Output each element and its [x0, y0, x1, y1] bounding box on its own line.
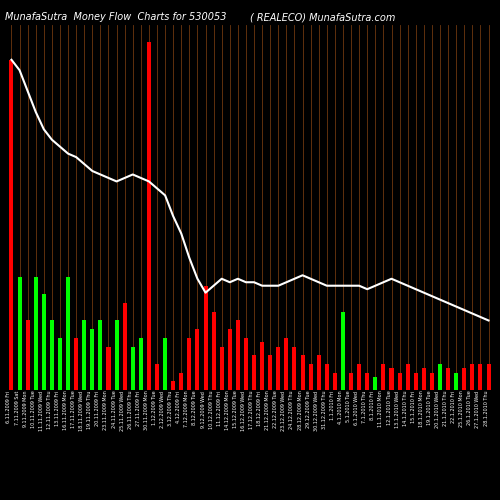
Bar [252, 355, 256, 390]
Bar [430, 372, 434, 390]
Bar [333, 372, 337, 390]
Bar [268, 355, 272, 390]
Bar [171, 382, 175, 390]
Bar [486, 364, 490, 390]
Bar [462, 368, 466, 390]
Bar [155, 364, 159, 390]
Bar [236, 320, 240, 390]
Bar [139, 338, 143, 390]
Bar [438, 364, 442, 390]
Bar [42, 294, 46, 390]
Bar [196, 329, 200, 390]
Bar [390, 368, 394, 390]
Bar [478, 364, 482, 390]
Bar [98, 320, 102, 390]
Bar [212, 312, 216, 390]
Bar [228, 329, 232, 390]
Bar [163, 338, 167, 390]
Bar [130, 346, 135, 390]
Bar [308, 364, 312, 390]
Bar [446, 368, 450, 390]
Bar [276, 346, 280, 390]
Bar [382, 364, 386, 390]
Bar [406, 364, 409, 390]
Bar [50, 320, 54, 390]
Bar [66, 277, 70, 390]
Bar [470, 364, 474, 390]
Bar [10, 60, 14, 390]
Bar [220, 346, 224, 390]
Bar [325, 364, 329, 390]
Bar [422, 368, 426, 390]
Bar [341, 312, 345, 390]
Bar [454, 372, 458, 390]
Text: MunafaSutra  Money Flow  Charts for 530053: MunafaSutra Money Flow Charts for 530053 [5, 12, 226, 22]
Bar [147, 42, 151, 390]
Bar [260, 342, 264, 390]
Bar [114, 320, 118, 390]
Bar [122, 303, 126, 390]
Text: ( REALECO) MunafaSutra.com: ( REALECO) MunafaSutra.com [250, 12, 396, 22]
Bar [106, 346, 110, 390]
Bar [349, 372, 353, 390]
Bar [357, 364, 361, 390]
Bar [188, 338, 192, 390]
Bar [82, 320, 86, 390]
Bar [316, 355, 321, 390]
Bar [365, 372, 370, 390]
Bar [414, 372, 418, 390]
Bar [398, 372, 402, 390]
Bar [204, 286, 208, 390]
Bar [26, 320, 30, 390]
Bar [90, 329, 94, 390]
Bar [179, 372, 184, 390]
Bar [284, 338, 288, 390]
Bar [374, 377, 378, 390]
Bar [300, 355, 304, 390]
Bar [292, 346, 296, 390]
Bar [58, 338, 62, 390]
Bar [34, 277, 38, 390]
Bar [74, 338, 78, 390]
Bar [18, 277, 21, 390]
Bar [244, 338, 248, 390]
